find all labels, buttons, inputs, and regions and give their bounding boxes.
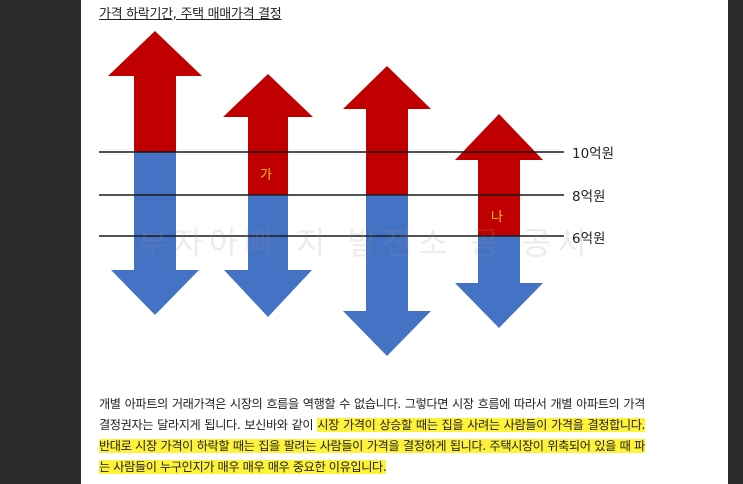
arrow-group-1 bbox=[108, 31, 202, 315]
arrow-group-4 bbox=[455, 114, 543, 328]
arrow-group-2 bbox=[223, 74, 313, 317]
level-label-6: 6억원 bbox=[572, 231, 606, 247]
highlighted-text: 시장 가격이 상승할 때는 집을 사려는 사람들이 가격을 결정합니다. 반대로… bbox=[99, 418, 645, 474]
red-up-arrow-2 bbox=[223, 74, 313, 195]
blue-down-arrow-1 bbox=[111, 152, 199, 315]
red-up-arrow-1 bbox=[108, 31, 202, 152]
watermark-text: 부자아빠 지 발전소 공 공서 bbox=[138, 224, 593, 262]
red-up-arrow-3 bbox=[343, 66, 431, 195]
body-paragraph: 개별 아파트의 거래가격은 시장의 흐름을 역행할 수 없습니다. 그렇다면 시… bbox=[99, 394, 645, 478]
arrow-label-ga: 가 bbox=[260, 168, 272, 183]
paragraph-text: 개별 아파트의 거래가격은 시장의 흐름을 역행할 수 없습니다. 그렇다면 시… bbox=[99, 397, 645, 432]
blue-down-arrow-4 bbox=[455, 236, 543, 328]
level-label-8: 8억원 bbox=[572, 189, 606, 205]
blue-down-arrow-3 bbox=[343, 195, 431, 356]
blue-down-arrow-2 bbox=[224, 195, 312, 317]
level-label-10: 10억원 bbox=[572, 146, 615, 162]
price-arrows-figure bbox=[99, 31, 564, 356]
document-page: 가격 하락기간, 주택 매매가격 결정 부자아빠 지 발전소 공 공서 10억원… bbox=[81, 0, 728, 484]
arrow-label-na: 나 bbox=[491, 210, 503, 225]
red-up-arrow-4 bbox=[455, 114, 543, 236]
arrow-group-3 bbox=[343, 66, 431, 356]
figure-heading: 가격 하락기간, 주택 매매가격 결정 bbox=[99, 7, 282, 22]
